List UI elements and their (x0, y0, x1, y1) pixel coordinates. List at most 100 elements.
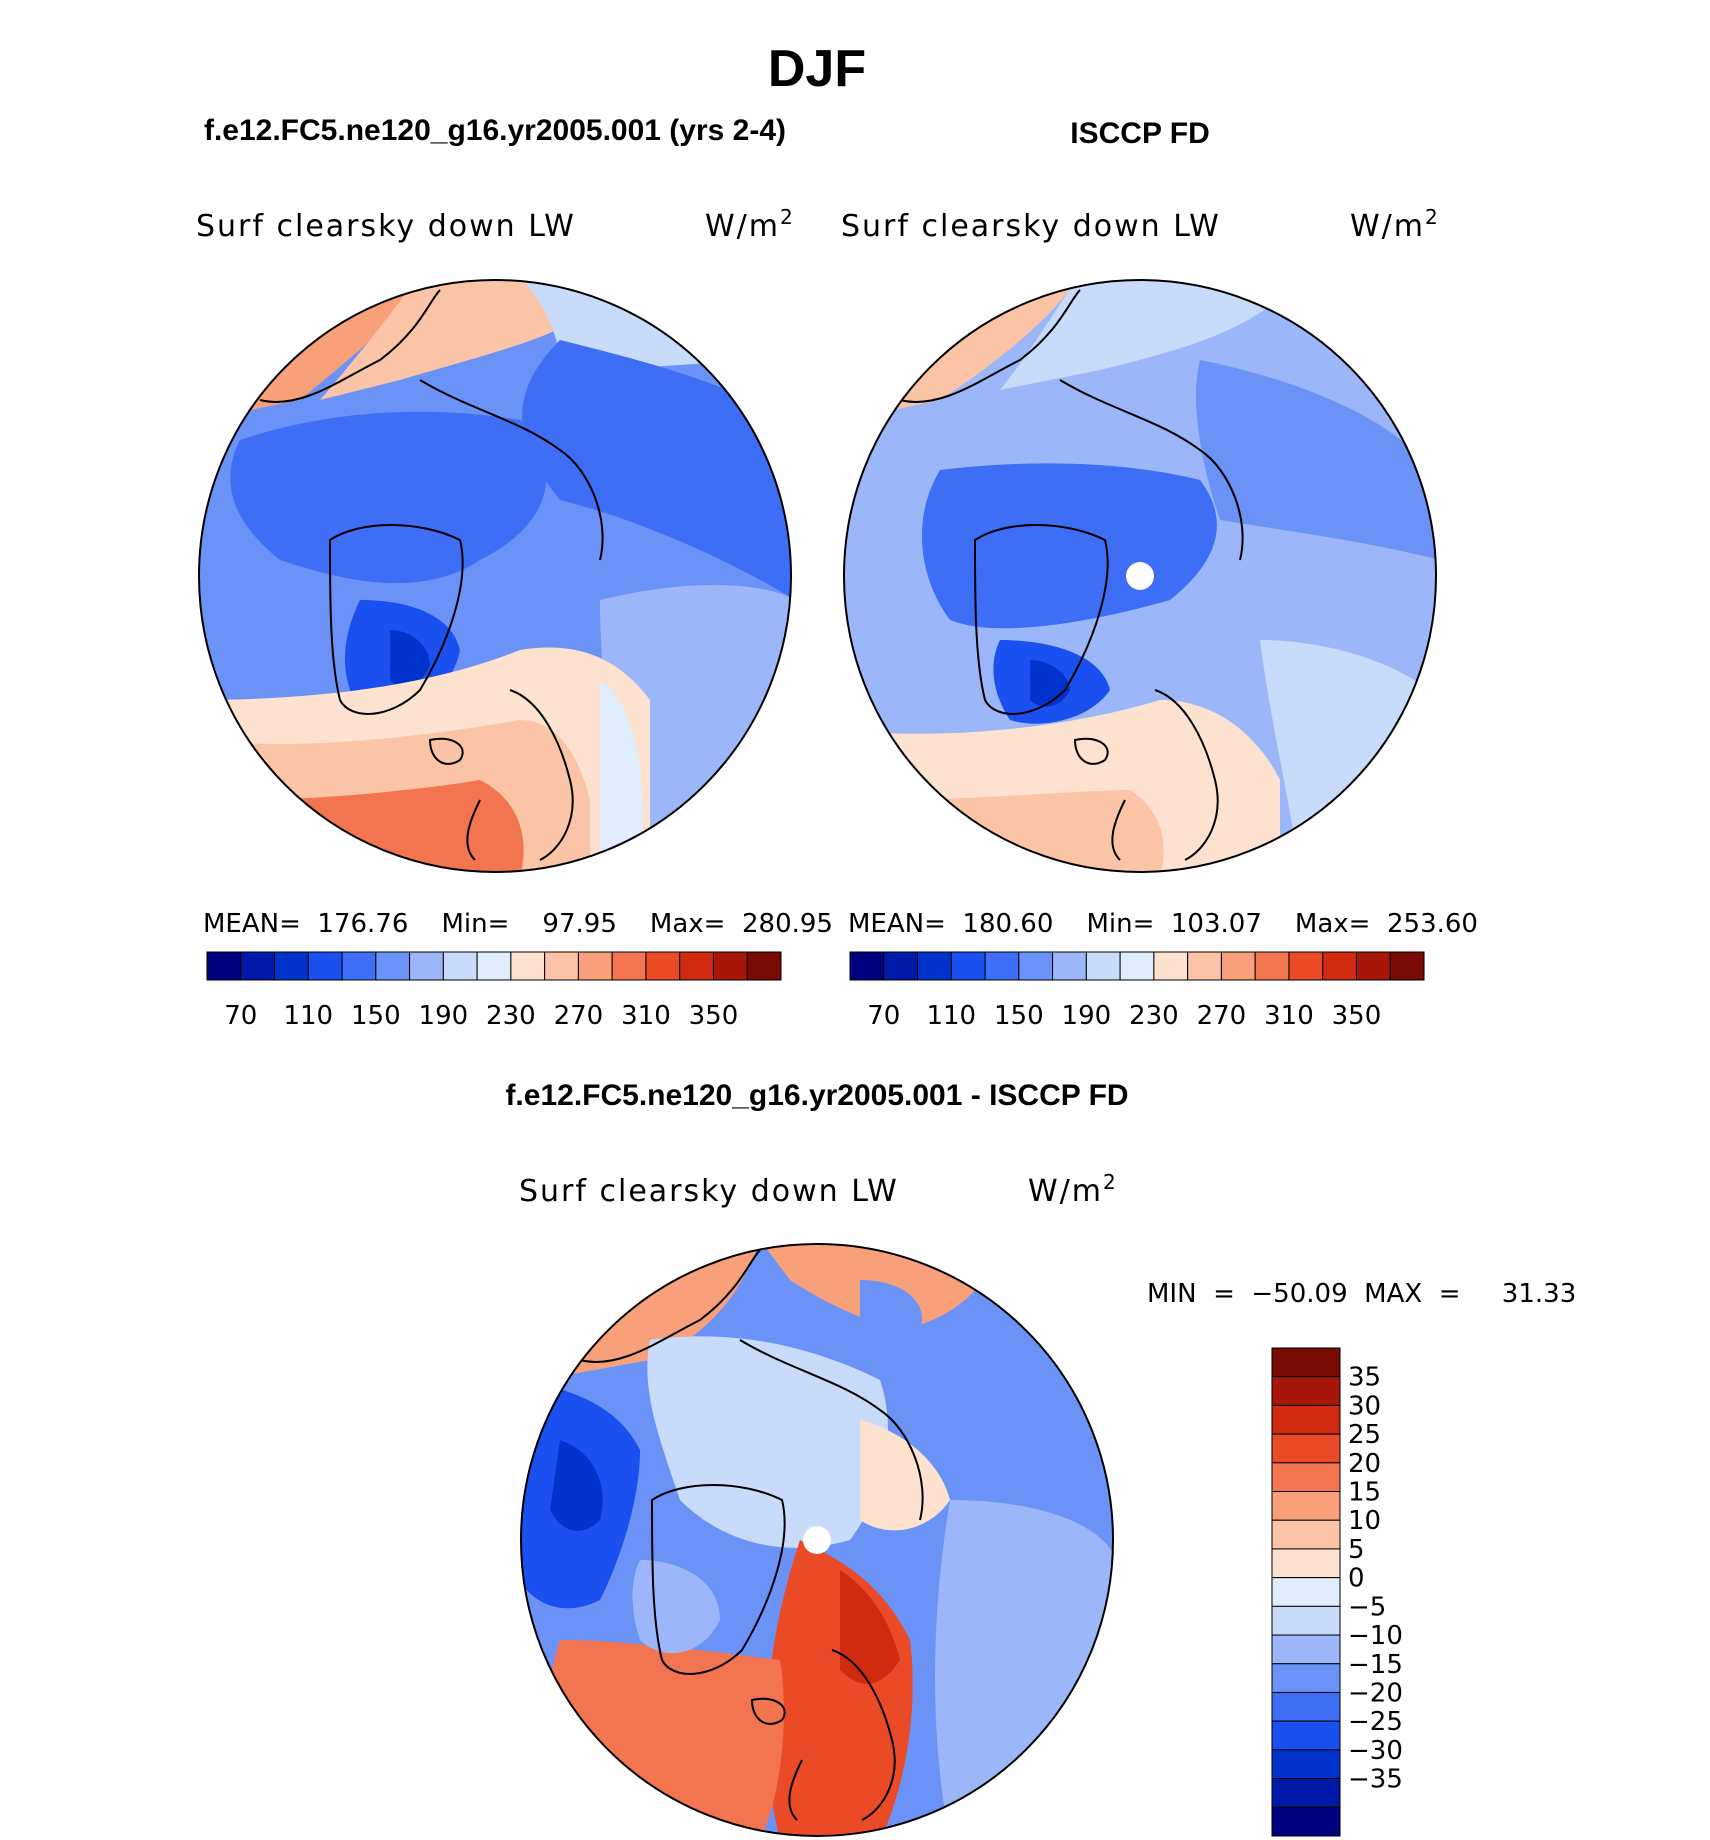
colorbar-obs-swatch (1153, 951, 1189, 981)
colorbar-obs-tick-label: 70 (867, 1001, 900, 1031)
colorbar-diff-swatch (1271, 1491, 1341, 1521)
colorbar-obs-swatch (1288, 951, 1324, 981)
map-model-contour (230, 411, 547, 584)
colorbar-model-swatch (307, 951, 343, 981)
panel-model-title: f.e12.FC5.ne120_g16.yr2005.001 (yrs 2-4) (204, 114, 786, 147)
colorbar-model-tick-label: 270 (554, 1001, 604, 1031)
map-diff (521, 1244, 1113, 1836)
colorbar-model-tick-label: 350 (689, 1001, 739, 1031)
panel-diff-units-base: W/m (1028, 1174, 1103, 1209)
map-diff-coastline (579, 1249, 924, 1821)
colorbar-diff-tick-label: −30 (1348, 1736, 1403, 1766)
panel-diff: f.e12.FC5.ne120_g16.yr2005.001 - ISCCP F… (505, 1079, 1576, 1837)
colorbar-diff-swatch (1271, 1404, 1341, 1435)
colorbar-model-tick-label: 150 (351, 1001, 401, 1031)
map-model (199, 280, 791, 872)
colorbar-model: 70 110 150 190 230 270 310 350 (206, 951, 782, 1031)
panel-diff-variable: Surf clearsky down LW (519, 1174, 899, 1209)
map-diff-pole-gap (803, 1526, 831, 1554)
colorbar-obs-tick-label: 150 (994, 1001, 1044, 1031)
map-diff-contour (550, 1440, 603, 1531)
colorbar-obs-swatch (950, 951, 986, 981)
panel-model: f.e12.FC5.ne120_g16.yr2005.001 (yrs 2-4)… (196, 114, 833, 1031)
colorbar-obs-swatch (1085, 951, 1121, 981)
colorbar-diff-swatch (1271, 1376, 1341, 1406)
colorbar-obs-tick-label: 110 (926, 1001, 976, 1031)
colorbar-model-swatch (645, 951, 681, 981)
map-obs-border (843, 279, 1437, 873)
colorbar-model-tick-label: 110 (283, 1001, 333, 1031)
panel-obs: ISCCP FD Surf clearsky down LW W/m2 MEAN… (841, 117, 1478, 1031)
colorbar-diff-swatch (1271, 1806, 1341, 1837)
map-obs-contour (880, 790, 1164, 872)
colorbar-diff-swatch (1271, 1720, 1341, 1751)
panel-diff-units-exp: 2 (1103, 1170, 1118, 1194)
colorbar-diff-tick-label: −25 (1348, 1707, 1403, 1737)
panel-model-variable: Surf clearsky down LW (196, 209, 576, 244)
colorbar-model-tick-label: 190 (419, 1001, 469, 1031)
colorbar-obs-swatch (1355, 951, 1391, 981)
colorbar-model-tick-label: 310 (621, 1001, 671, 1031)
colorbar-obs-swatch (1052, 951, 1087, 981)
map-diff-contour (632, 1560, 720, 1654)
colorbar-diff-tick-label: −5 (1348, 1592, 1386, 1622)
colorbar-obs-swatch (984, 951, 1020, 981)
colorbar-diff-swatch (1271, 1605, 1341, 1636)
colorbar-diff-swatch (1271, 1519, 1341, 1550)
colorbar-diff-swatch (1271, 1691, 1341, 1722)
colorbar-model-swatch (611, 951, 647, 981)
colorbar-diff-tick-label: −20 (1348, 1678, 1403, 1708)
colorbar-obs-swatch (1187, 951, 1222, 981)
colorbar-diff-swatch (1271, 1347, 1341, 1378)
colorbar-obs-swatch (1018, 951, 1054, 981)
colorbar-obs-swatch (1220, 951, 1256, 981)
panel-obs-stats: MEAN= 180.60 Min= 103.07 Max= 253.60 (848, 909, 1478, 939)
map-diff-contour (840, 1570, 900, 1684)
map-model-contour (240, 780, 524, 872)
map-obs-pole-gap (1126, 562, 1154, 590)
colorbar-diff-tick-label: 10 (1348, 1506, 1381, 1536)
colorbar-obs-swatch (1322, 951, 1357, 981)
colorbar-obs-swatch (849, 951, 885, 981)
colorbar-model-swatch (544, 951, 579, 981)
panel-model-units-exp: 2 (780, 205, 795, 229)
panel-model-stats: MEAN= 176.76 Min= 97.95 Max= 280.95 (203, 909, 833, 939)
colorbar-model-swatch (746, 951, 782, 981)
colorbar-model-swatch (510, 951, 546, 981)
colorbar-diff-tick-label: −35 (1348, 1765, 1403, 1795)
colorbar-obs: 70 110 150 190 230 270 310 350 (849, 951, 1425, 1031)
colorbar-diff-tick-label: 20 (1348, 1449, 1381, 1479)
panel-obs-variable: Surf clearsky down LW (841, 209, 1221, 244)
colorbar-diff-swatch (1271, 1749, 1341, 1780)
colorbar-obs-tick-label: 270 (1197, 1001, 1247, 1031)
colorbar-obs-tick-label: 310 (1264, 1001, 1314, 1031)
map-diff-border (520, 1243, 1114, 1837)
colorbar-obs-swatch (1389, 951, 1425, 981)
colorbar-diff-swatch (1271, 1433, 1341, 1464)
colorbar-obs-swatch (917, 951, 952, 981)
map-diff-contour (935, 1500, 1113, 1836)
colorbar-diff-tick-label: 25 (1348, 1420, 1381, 1450)
panel-diff-title: f.e12.FC5.ne120_g16.yr2005.001 - ISCCP F… (505, 1079, 1128, 1112)
colorbar-diff-swatch (1271, 1778, 1341, 1808)
colorbar-model-swatch (274, 951, 309, 981)
colorbar-diff-tick-label: 0 (1348, 1564, 1365, 1594)
map-diff-contour (860, 1420, 950, 1531)
map-model-border (198, 279, 792, 873)
map-model-contour (390, 630, 430, 687)
map-diff-contour (545, 1640, 784, 1836)
colorbar-model-swatch (341, 951, 377, 981)
colorbar-model-swatch (375, 951, 411, 981)
colorbar-model-tick-label: 230 (486, 1001, 536, 1031)
map-obs-contour (1196, 360, 1436, 560)
map-obs-contour (1000, 280, 1300, 390)
colorbar-obs-swatch (1254, 951, 1290, 981)
panel-diff-units: W/m2 (1028, 1170, 1118, 1209)
panel-model-units: W/m2 (705, 205, 795, 244)
colorbar-obs-tick-label: 350 (1332, 1001, 1382, 1031)
map-diff-contour (860, 1280, 922, 1339)
colorbar-model-swatch (712, 951, 748, 981)
colorbar-model-swatch (577, 951, 613, 981)
